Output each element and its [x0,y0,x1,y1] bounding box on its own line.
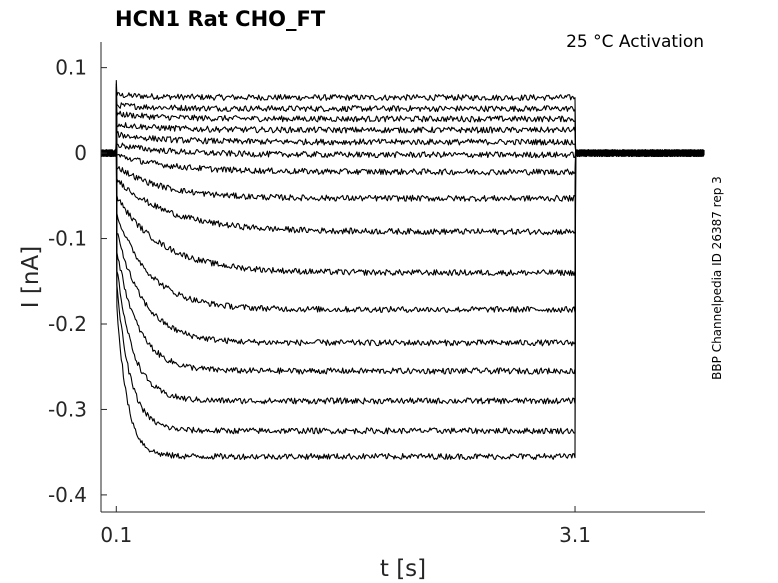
current-trace-14 [100,124,705,405]
plot-area: 0.1 0 -0.1 -0.2 -0.3 -0.4 0.1 3.1 [48,42,705,547]
current-trace-5 [100,93,705,158]
y-axis-ticks: 0.1 0 -0.1 -0.2 -0.3 -0.4 [48,56,107,507]
x-tick-label: 0.1 [100,523,132,547]
y-tick-label: 0 [74,141,87,165]
y-tick-label: -0.1 [48,227,87,251]
y-tick-label: 0.1 [55,56,87,80]
x-tick-label: 3.1 [559,523,591,547]
current-trace-16 [100,131,705,460]
current-trace-4 [100,90,705,158]
current-trace-10 [100,110,705,277]
temperature-protocol-annotation: 25 °C Activation [566,32,704,52]
y-tick-label: -0.4 [48,483,87,507]
current-trace-9 [100,107,705,236]
y-tick-label: -0.3 [48,397,87,421]
current-trace-13 [100,120,705,375]
chart-title: HCN1 Rat CHO_FT [115,7,326,31]
y-tick-label: -0.2 [48,312,87,336]
x-axis-ticks: 0.1 3.1 [100,506,591,547]
current-trace-11 [100,114,705,313]
y-axis-label: I [nA] [18,246,44,308]
current-traces [100,79,705,460]
channelpedia-id-label: BBP Channelpedia ID 26387 rep 3 [710,176,724,380]
x-axis-label: t [s] [380,556,426,582]
